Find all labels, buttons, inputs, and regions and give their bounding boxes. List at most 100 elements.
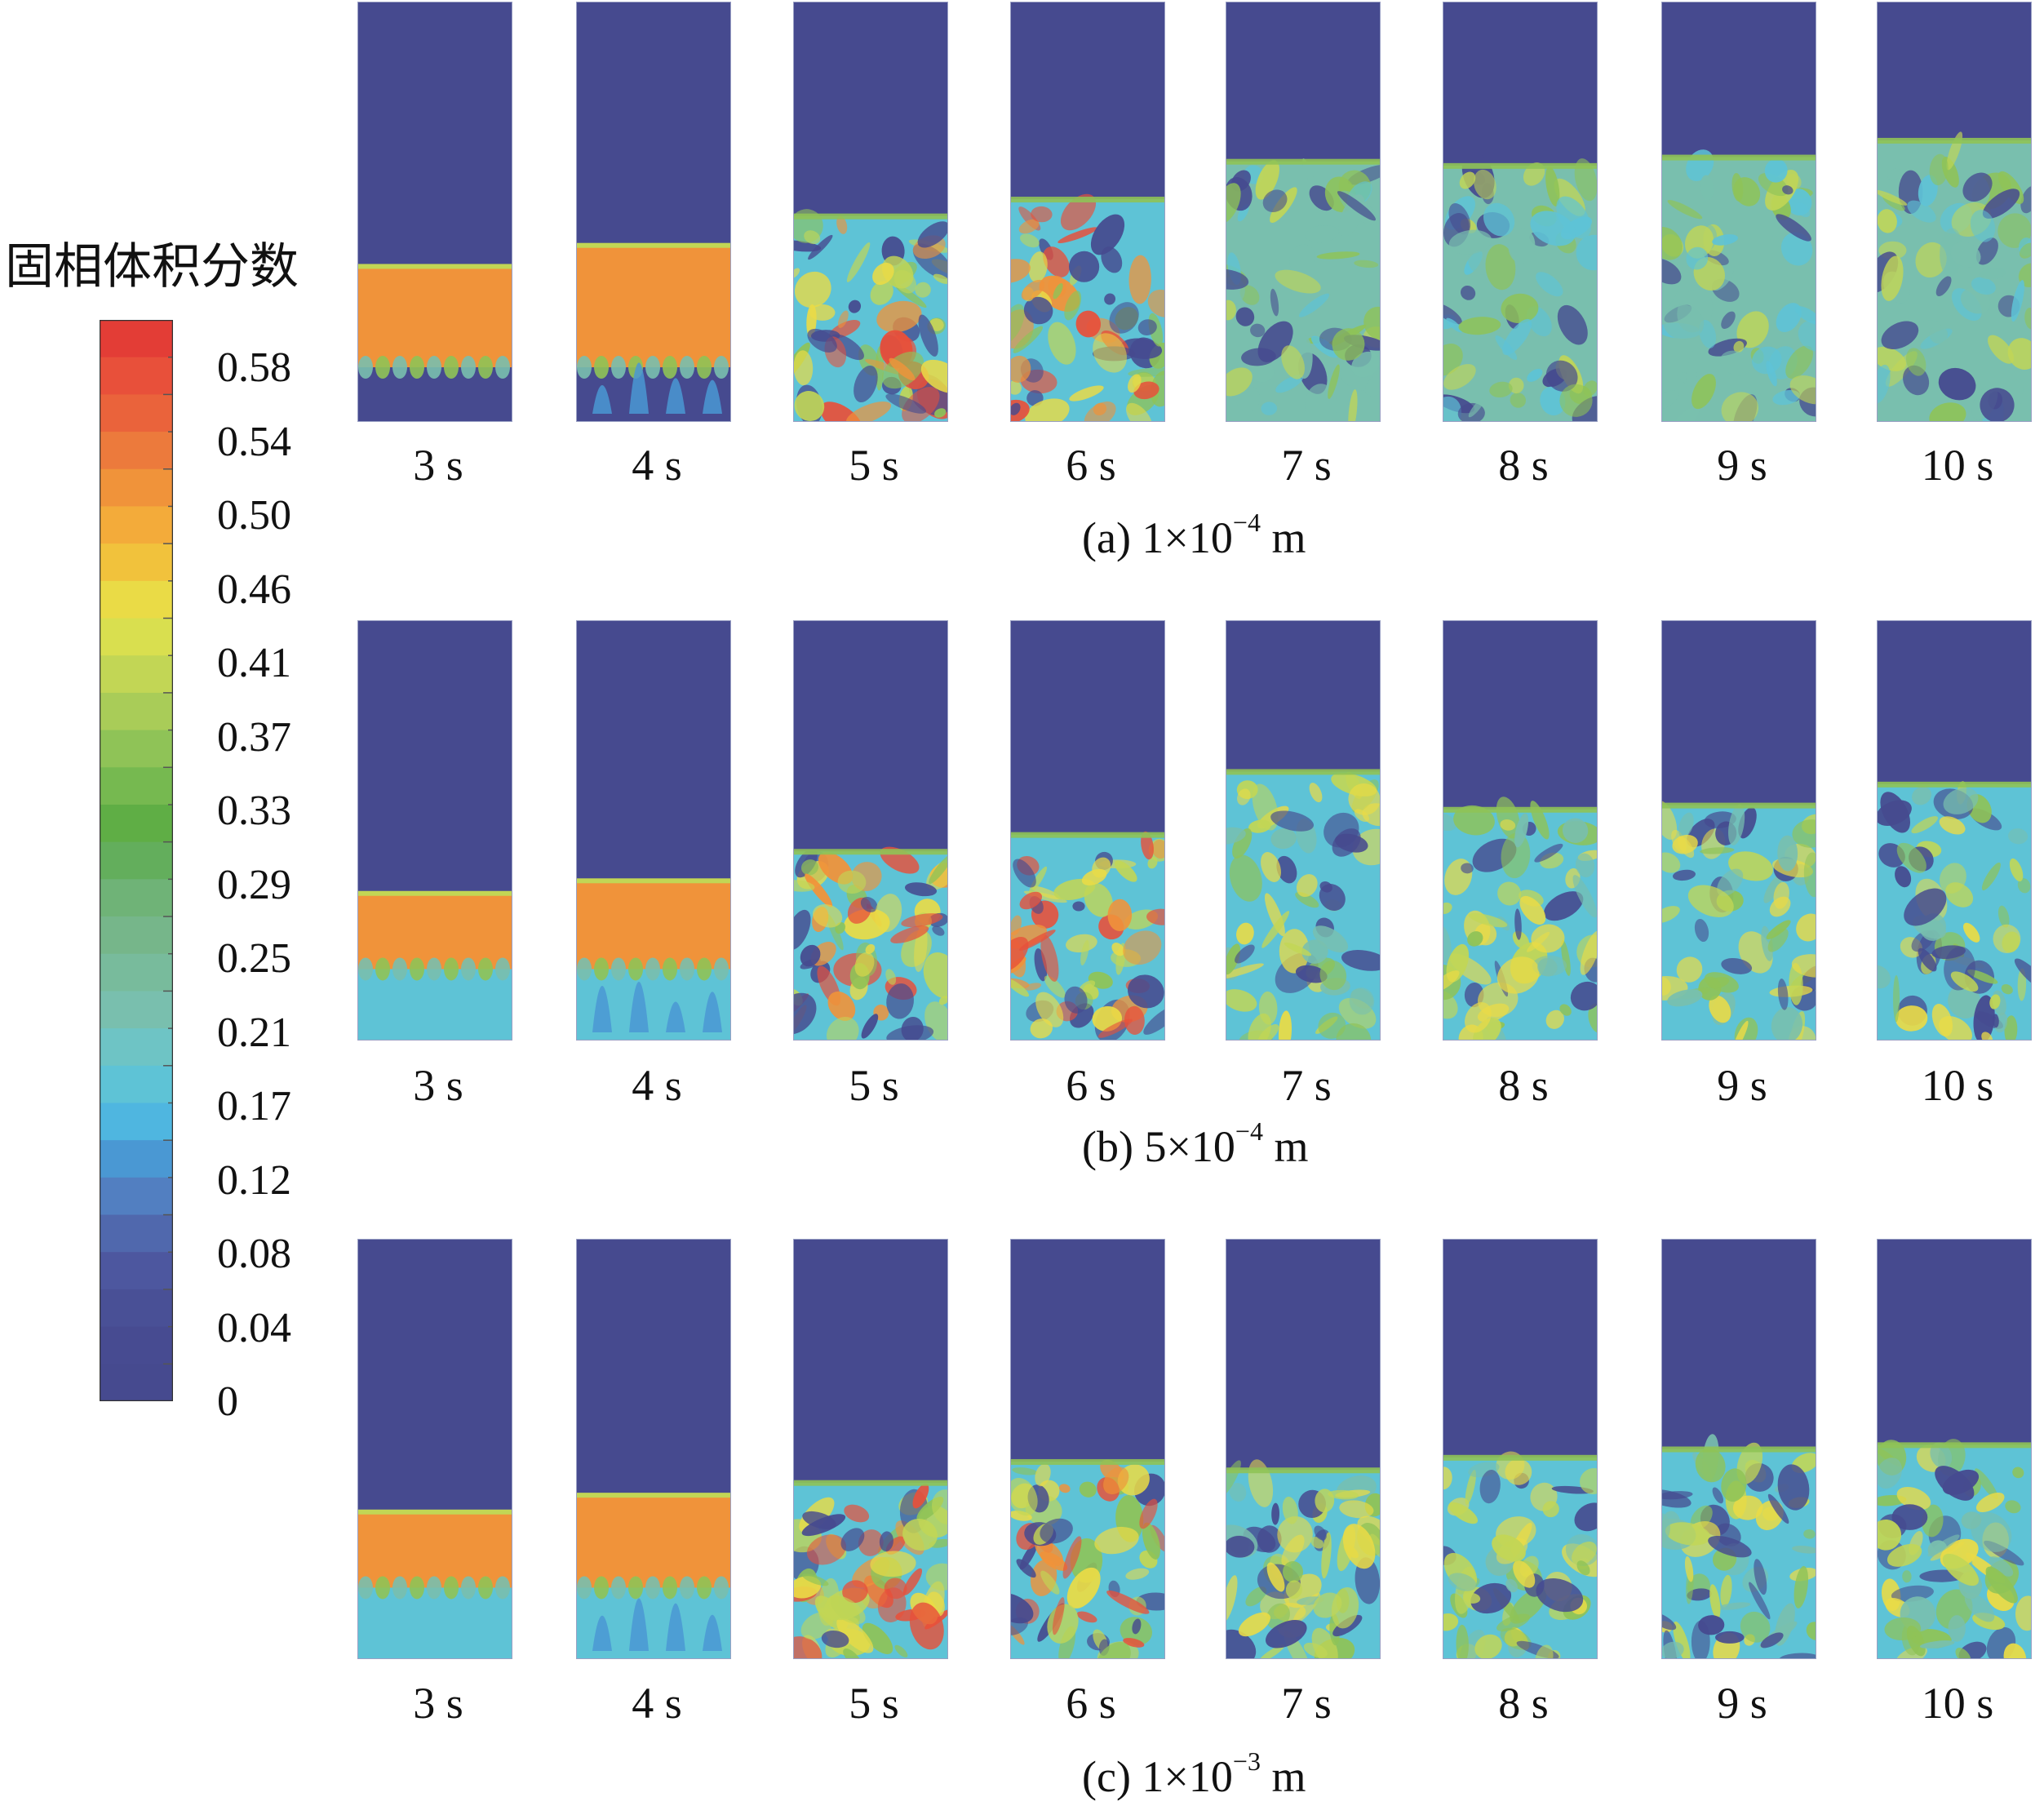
simulation-panel bbox=[576, 620, 731, 1041]
colorbar-band bbox=[100, 804, 173, 843]
time-label: 5 s bbox=[849, 1679, 899, 1728]
time-label: 8 s bbox=[1498, 441, 1549, 490]
simulation-panel bbox=[576, 1239, 731, 1659]
simulation-panel bbox=[1010, 620, 1165, 1041]
simulation-panel bbox=[793, 2, 948, 422]
colorbar-band bbox=[100, 767, 173, 805]
colorbar-tick-label: 0.50 bbox=[217, 492, 291, 539]
simulation-panel bbox=[1877, 620, 2032, 1041]
colorbar-band bbox=[100, 692, 173, 731]
colorbar-tick-label: 0 bbox=[217, 1378, 238, 1425]
colorbar-tick-label: 0.12 bbox=[217, 1156, 291, 1204]
simulation-panel bbox=[1443, 1239, 1598, 1659]
colorbar-band bbox=[100, 655, 173, 694]
time-label: 7 s bbox=[1281, 441, 1332, 490]
time-label: 10 s bbox=[1921, 441, 1994, 490]
colorbar-band bbox=[100, 1326, 173, 1364]
colorbar-band bbox=[100, 1364, 173, 1401]
row-caption: (b) 5×10−4 m bbox=[1082, 1118, 1309, 1171]
caption-unit: m bbox=[1262, 1122, 1309, 1171]
time-label: 6 s bbox=[1066, 1679, 1116, 1728]
colorbar-band bbox=[100, 1177, 173, 1216]
simulation-panel bbox=[357, 2, 512, 422]
time-label: 9 s bbox=[1717, 441, 1767, 490]
colorbar-band bbox=[100, 879, 173, 917]
colorbar-band bbox=[100, 1103, 173, 1141]
simulation-panel bbox=[1661, 620, 1816, 1041]
simulation-panel bbox=[1226, 620, 1381, 1041]
colorbar-band bbox=[100, 1214, 173, 1253]
time-label: 4 s bbox=[632, 1679, 682, 1728]
time-label: 10 s bbox=[1921, 1061, 1994, 1110]
colorbar-tick-label: 0.54 bbox=[217, 418, 291, 465]
caption-prefix: (c) 1×10 bbox=[1082, 1752, 1233, 1801]
colorbar-band bbox=[100, 991, 173, 1029]
simulation-panel bbox=[1877, 2, 2032, 422]
time-label: 8 s bbox=[1498, 1061, 1549, 1110]
colorbar-band bbox=[100, 357, 173, 395]
colorbar-band bbox=[100, 320, 173, 358]
colorbar-tick-label: 0.17 bbox=[217, 1083, 291, 1129]
time-label: 5 s bbox=[849, 441, 899, 490]
colorbar-band bbox=[100, 1065, 173, 1104]
simulation-panel bbox=[793, 620, 948, 1041]
colorbar-tick-label: 0.29 bbox=[217, 861, 291, 908]
row-caption: (c) 1×10−3 m bbox=[1082, 1748, 1306, 1801]
caption-prefix: (b) 5×10 bbox=[1082, 1122, 1235, 1171]
simulation-panel bbox=[1010, 2, 1165, 422]
simulation-panel bbox=[357, 620, 512, 1041]
colorbar-band bbox=[100, 1252, 173, 1290]
colorbar-band bbox=[100, 730, 173, 768]
time-label: 7 s bbox=[1281, 1679, 1332, 1728]
simulation-panel bbox=[1010, 1239, 1165, 1659]
colorbar-band bbox=[100, 394, 173, 433]
simulation-panel bbox=[576, 2, 731, 422]
simulation-panel bbox=[793, 1239, 948, 1659]
colorbar-tick-label: 0.21 bbox=[217, 1009, 291, 1056]
row-caption: (a) 1×10−4 m bbox=[1082, 509, 1306, 562]
colorbar-tick-label: 0.04 bbox=[217, 1304, 291, 1351]
colorbar-tick-label: 0.33 bbox=[217, 788, 291, 834]
caption-unit: m bbox=[1260, 513, 1306, 562]
time-label: 6 s bbox=[1066, 441, 1116, 490]
colorbar-tick-label: 0.25 bbox=[217, 935, 291, 982]
time-label: 10 s bbox=[1921, 1679, 1994, 1728]
colorbar-tick-label: 0.08 bbox=[217, 1231, 291, 1277]
colorbar-tick-label: 0.41 bbox=[217, 640, 291, 686]
caption-exponent: −4 bbox=[1232, 508, 1261, 537]
legend-title: 固相体积分数 bbox=[5, 238, 299, 295]
simulation-panel bbox=[1443, 620, 1598, 1041]
colorbar-tick-label: 0.58 bbox=[217, 344, 291, 391]
time-label: 5 s bbox=[849, 1061, 899, 1110]
simulation-panel bbox=[1226, 2, 1381, 422]
time-label: 8 s bbox=[1498, 1679, 1549, 1728]
simulation-panel bbox=[1661, 2, 1816, 422]
colorbar-band bbox=[100, 468, 173, 508]
colorbar-band bbox=[100, 841, 173, 880]
time-label: 3 s bbox=[413, 1679, 463, 1728]
simulation-panel bbox=[1877, 1239, 2032, 1659]
colorbar-band bbox=[100, 580, 173, 619]
time-label: 7 s bbox=[1281, 1061, 1332, 1110]
caption-prefix: (a) 1×10 bbox=[1082, 513, 1233, 562]
time-label: 3 s bbox=[413, 441, 463, 490]
time-label: 3 s bbox=[413, 1061, 463, 1110]
simulation-panel bbox=[357, 1239, 512, 1659]
colorbar-band bbox=[100, 953, 173, 992]
colorbar-band bbox=[100, 506, 173, 544]
time-label: 9 s bbox=[1717, 1679, 1767, 1728]
colorbar bbox=[100, 320, 173, 1401]
colorbar-tick-label: 0.46 bbox=[217, 566, 291, 613]
simulation-panel bbox=[1226, 1239, 1381, 1659]
colorbar-band bbox=[100, 544, 173, 582]
simulation-panel bbox=[1661, 1239, 1816, 1659]
colorbar-tick-label: 0.37 bbox=[217, 713, 291, 761]
colorbar-band bbox=[100, 1289, 173, 1328]
colorbar-band bbox=[100, 1028, 173, 1067]
colorbar-band bbox=[100, 1140, 173, 1178]
time-label: 4 s bbox=[632, 1061, 682, 1110]
colorbar-band bbox=[100, 618, 173, 656]
colorbar-band bbox=[100, 916, 173, 955]
caption-exponent: −4 bbox=[1235, 1116, 1263, 1146]
caption-unit: m bbox=[1260, 1752, 1306, 1801]
